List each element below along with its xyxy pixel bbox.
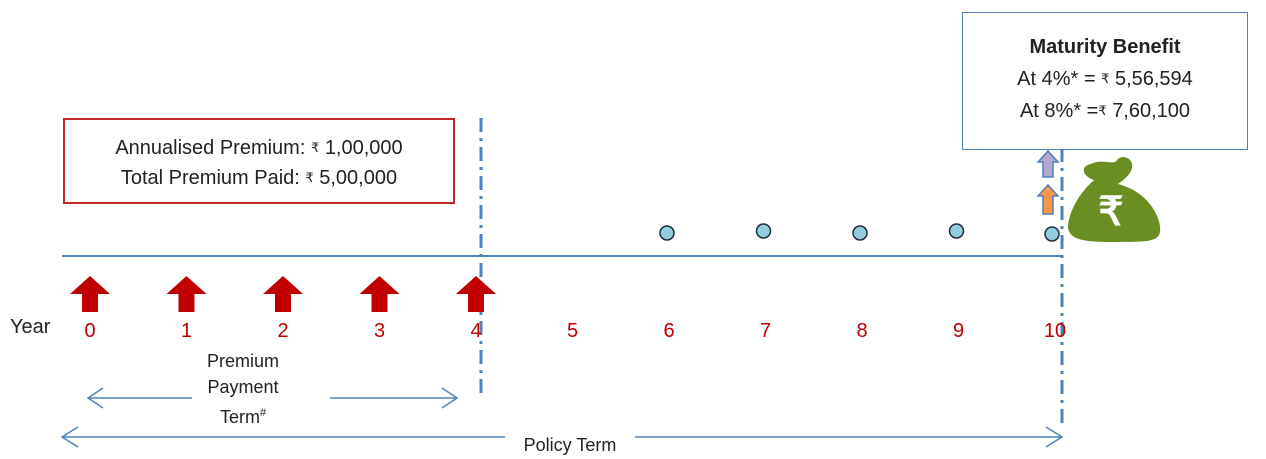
year-number-6: 6	[663, 320, 674, 342]
premium-info-box: Annualised Premium: ₹ 1,00,000 Total Pre…	[63, 118, 455, 204]
benefit-dot-icon-6	[659, 225, 675, 241]
year-axis-label: Year	[10, 316, 51, 338]
year-number-2: 2	[277, 320, 288, 342]
money-bag-symbol: ₹	[1098, 190, 1123, 234]
year-number-8: 8	[856, 320, 867, 342]
year-number-5: 5	[567, 320, 578, 342]
annual-premium-line: Annualised Premium: ₹ 1,00,000	[65, 133, 453, 163]
total-premium-line: Total Premium Paid: ₹ 5,00,000	[65, 163, 453, 193]
policy-term-label: Policy Term	[505, 433, 635, 457]
rupee-icon: ₹	[1101, 71, 1110, 86]
benefit-dot-icon-8	[852, 225, 868, 241]
rupee-icon: ₹	[310, 140, 320, 155]
year-number-4: 4	[470, 320, 481, 342]
year-number-10: 10	[1044, 320, 1066, 342]
total-premium-value: 5,00,000	[319, 167, 398, 189]
year-number-7: 7	[760, 320, 771, 342]
maturity-8pct-line: At 8%* =₹ 7,60,100	[963, 95, 1247, 127]
benefit-dot-icon-9	[948, 223, 965, 239]
maturity-4pct-value: 5,56,594	[1114, 68, 1193, 90]
arrow-8pct-icon	[1036, 149, 1060, 178]
maturity-8pct-label: At 8%* =	[1019, 100, 1099, 122]
maturity-benefit-box: Maturity Benefit At 4%* = ₹ 5,56,594 At …	[962, 12, 1248, 150]
benefit-dot-icon-10	[1044, 226, 1060, 242]
premium-arrow-icon-4	[456, 276, 496, 312]
maturity-4pct-line: At 4%* = ₹ 5,56,594	[963, 63, 1247, 95]
rupee-icon: ₹	[305, 170, 314, 185]
year-number-3: 3	[374, 320, 385, 342]
total-premium-label: Total Premium Paid:	[120, 167, 300, 189]
year-number-9: 9	[953, 320, 964, 342]
ppt-line-1: Premium	[206, 351, 279, 371]
premium-arrow-icon-3	[359, 276, 400, 312]
arrow-4pct-icon	[1036, 183, 1060, 215]
ppt-line-3: Term	[219, 407, 260, 427]
year-number-1: 1	[181, 320, 192, 342]
ppt-span-arrow	[86, 387, 459, 409]
ppt-superscript: #	[259, 407, 267, 419]
ppt-line-2: Payment	[207, 377, 279, 397]
premium-arrow-icon-2	[263, 276, 303, 312]
premium-arrow-icon-0	[70, 276, 110, 312]
annual-premium-label: Annualised Premium:	[115, 137, 306, 159]
annual-premium-value: 1,00,000	[324, 137, 403, 159]
premium-arrow-icon-1	[166, 276, 207, 312]
money-bag-icon: ₹	[1068, 157, 1161, 242]
benefit-dot-icon-7	[755, 223, 772, 239]
year-number-0: 0	[84, 320, 95, 342]
ppt-line-3-wrap: Term#	[200, 400, 286, 430]
rupee-icon: ₹	[1098, 103, 1107, 118]
maturity-benefit-title: Maturity Benefit	[1029, 36, 1181, 58]
premium-payment-term-label: Premium Payment Term#	[200, 348, 286, 430]
maturity-4pct-label: At 4%* =	[1017, 68, 1102, 90]
maturity-8pct-value: 7,60,100	[1112, 100, 1191, 122]
